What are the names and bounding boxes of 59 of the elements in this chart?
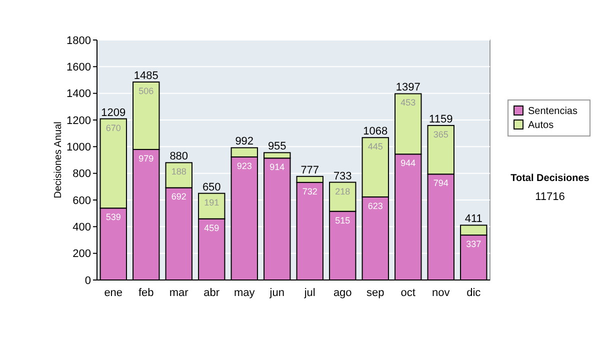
data-label: 923 [236, 160, 252, 171]
x-tick-label: ago [333, 287, 352, 299]
data-label: 218 [335, 186, 350, 196]
y-axis-title: Decisiones Anual [53, 122, 64, 198]
data-label: 732 [302, 186, 318, 196]
x-tick-label: abr [204, 287, 220, 299]
x-tick-label: mar [169, 287, 189, 299]
x-tick-label: dic [466, 287, 482, 299]
total-label: 1209 [101, 106, 126, 119]
total-label: 955 [268, 140, 286, 153]
x-tick-label: ene [104, 287, 123, 299]
data-label: 365 [433, 129, 448, 140]
text: Total Decisiones [510, 173, 590, 184]
total-label: 777 [300, 164, 320, 176]
y-tick-label: 1800 [66, 34, 91, 47]
data-label: 453 [400, 98, 416, 108]
data-label: 794 [433, 178, 448, 188]
y-tick-label: 1600 [66, 62, 91, 74]
total-label: 733 [333, 170, 352, 182]
text: 11716 [535, 191, 565, 203]
total-label: 650 [202, 181, 221, 194]
y-tick-label: 1000 [66, 142, 91, 154]
data-label: 670 [106, 122, 121, 133]
data-label: 188 [171, 166, 186, 177]
total-label: 411 [464, 213, 482, 226]
x-tick-label: may [234, 287, 256, 299]
x-tick-label: feb [138, 287, 154, 299]
x-tick-label: jun [268, 287, 284, 299]
x-tick-label: oct [400, 287, 416, 299]
total-label: 1485 [134, 70, 158, 82]
y-tick-label: 400 [72, 222, 91, 234]
total-label: 880 [170, 150, 188, 163]
x-tick-label: jul [303, 287, 316, 299]
y-tick-label: 800 [72, 168, 91, 180]
y-tick-label: 200 [72, 248, 91, 260]
data-label: 445 [368, 142, 383, 152]
total-label: 992 [235, 136, 254, 148]
data-label: 692 [171, 192, 186, 202]
data-label: 539 [106, 212, 121, 222]
y-tick-label: 1200 [66, 114, 91, 127]
x-tick-label: sep [366, 287, 384, 299]
data-label: 944 [400, 158, 416, 168]
x-tick-label: nov [432, 287, 450, 299]
total-label: 1397 [396, 82, 420, 94]
data-label: 337 [466, 239, 482, 250]
data-label: 191 [204, 197, 220, 208]
y-tick-label: 600 [72, 194, 91, 207]
data-label: 459 [204, 222, 220, 233]
data-label: 623 [368, 200, 383, 211]
data-label: 515 [335, 215, 350, 226]
legend-label: Autos [528, 120, 554, 131]
data-label: 506 [138, 86, 154, 96]
total-label: 1159 [429, 113, 453, 126]
legend-label: Sentencias [528, 106, 578, 117]
data-label: 979 [138, 153, 154, 164]
data-label: 914 [270, 162, 285, 172]
y-tick-label: 0 [84, 274, 91, 287]
total-label: 1068 [363, 126, 388, 138]
y-tick-label: 1400 [66, 88, 91, 100]
